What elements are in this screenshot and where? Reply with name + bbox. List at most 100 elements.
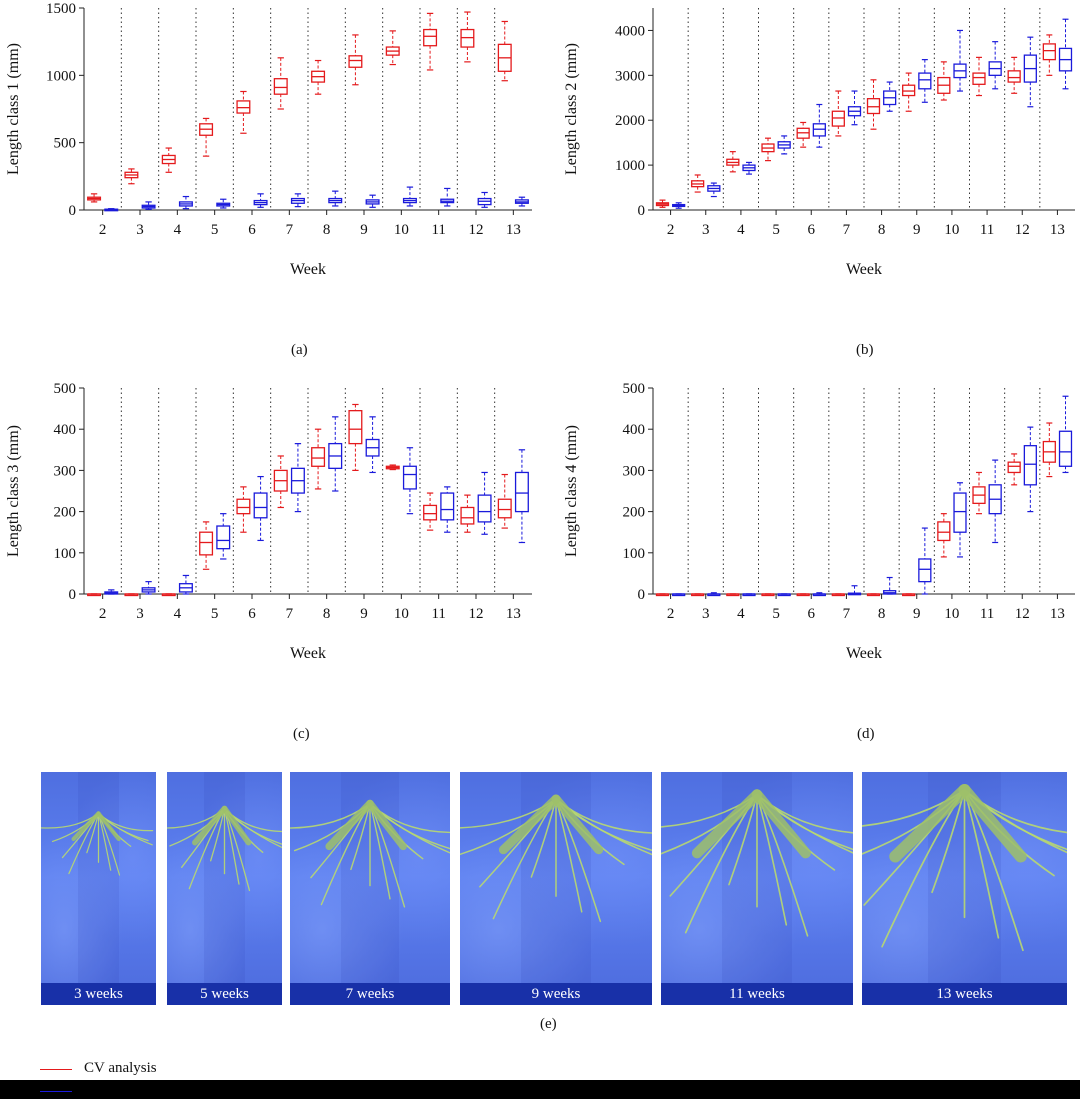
x-tick-label: 4 [174,606,182,622]
box-iqr [902,84,916,97]
y-tick-label: 1000 [615,158,645,174]
y-tick-label: 4000 [615,23,645,39]
x-tick-label: 8 [878,606,886,622]
box-red-week-4 [726,151,740,173]
x-tick-label: 9 [913,222,921,238]
caption-b: (b) [856,342,874,358]
x-tick-label: 8 [878,222,886,238]
x-tick-label: 6 [808,606,816,622]
box-blue-week-6 [812,103,826,148]
box-red-week-11 [972,56,986,97]
root-main [96,811,121,842]
box-red-week-11 [423,492,438,531]
x-tick-label: 5 [211,222,219,238]
box-blue-week-2 [104,208,119,212]
x-tick-label: 4 [174,222,182,238]
x-tick-label: 9 [360,606,368,622]
box-red-week-12 [460,11,475,63]
box-red-week-3 [691,593,705,597]
box-blue-week-5 [216,198,231,209]
box-red-week-12 [1007,56,1021,94]
box-iqr [348,410,363,445]
x-tick-label: 12 [1015,222,1030,238]
box-blue-week-9 [918,527,932,595]
box-red-week-3 [691,174,705,193]
box-blue-week-2 [672,202,686,209]
box-red-week-8 [866,593,881,597]
box-iqr [348,55,363,68]
box-iqr [1058,430,1073,467]
caption-d: (d) [857,726,875,742]
box-iqr [918,558,932,583]
root-image [41,811,154,876]
x-tick-label: 9 [913,606,921,622]
box-red-week-6 [796,121,810,148]
x-tick-label: 7 [843,606,851,622]
box-red-week-8 [311,428,326,490]
box-blue-week-7 [847,585,862,596]
caption-e: (e) [540,1016,557,1032]
box-red-week-9 [902,593,916,597]
legend-swatch-blue [40,1091,72,1092]
box-red-week-12 [1007,453,1021,486]
box-red-week-12 [460,494,475,533]
box-blue-week-12 [1023,426,1037,513]
box-red-week-6 [236,90,251,134]
box-blue-week-9 [918,59,932,103]
y-tick-label: 200 [54,505,77,521]
x-tick-label: 10 [394,606,409,622]
box-iqr [953,492,967,533]
box-blue-week-11 [440,187,455,207]
x-tick-label: 12 [469,606,484,622]
root-strand [320,802,371,906]
x-tick-label: 13 [1050,606,1065,622]
y-axis-label: Length class 1 (mm) [5,43,22,175]
y-tick-label: 500 [54,381,77,397]
box-iqr [460,28,475,48]
box-red-week-2 [87,593,102,597]
box-iqr [1007,70,1021,83]
root-image [290,799,450,908]
x-tick-label: 4 [737,606,745,622]
box-red-week-5 [761,593,775,597]
x-tick-label: 12 [1015,606,1030,622]
box-red-week-7 [831,90,845,137]
box-iqr [972,72,986,85]
x-axis-label: Week [846,261,882,278]
x-tick-label: 11 [980,606,994,622]
x-tick-label: 11 [431,606,445,622]
box-blue-week-8 [883,576,897,595]
box-red-week-8 [866,79,881,130]
photo-label: 3 weeks [41,983,156,1005]
box-iqr [497,498,512,519]
x-tick-label: 6 [248,606,256,622]
box-red-week-6 [796,593,810,597]
x-tick-label: 9 [360,222,368,238]
box-red-week-4 [726,593,740,597]
root-main [958,784,1027,863]
box-blue-week-6 [253,475,268,542]
box-blue-week-3 [707,592,721,597]
box-blue-week-10 [953,29,967,92]
photo-label: 9 weeks [460,983,652,1005]
box-red-week-10 [937,61,951,101]
x-tick-label: 5 [211,606,219,622]
box-blue-week-3 [141,201,156,210]
root-strand [881,789,966,948]
root-main [751,789,811,859]
root-strand [684,793,758,934]
y-tick-label: 0 [638,203,646,219]
root-main [889,784,971,863]
chart-length-class-3: 0 100 200 300 400 500 2 3 4 5 6 7 8 9 10 11 12 13 Week Leng… [5,381,532,662]
box-iqr [1042,43,1056,61]
y-tick-label: 0 [69,587,77,603]
box-red-week-9 [902,72,916,112]
box-iqr [477,494,492,523]
photo-panel-3-weeks: 3 weeks [41,772,156,1005]
box-blue-week-3 [141,581,156,595]
box-red-week-11 [972,471,986,515]
y-tick-label: 500 [623,381,646,397]
box-red-week-9 [348,34,363,86]
box-blue-week-13 [514,196,529,207]
box-blue-week-13 [514,449,529,544]
